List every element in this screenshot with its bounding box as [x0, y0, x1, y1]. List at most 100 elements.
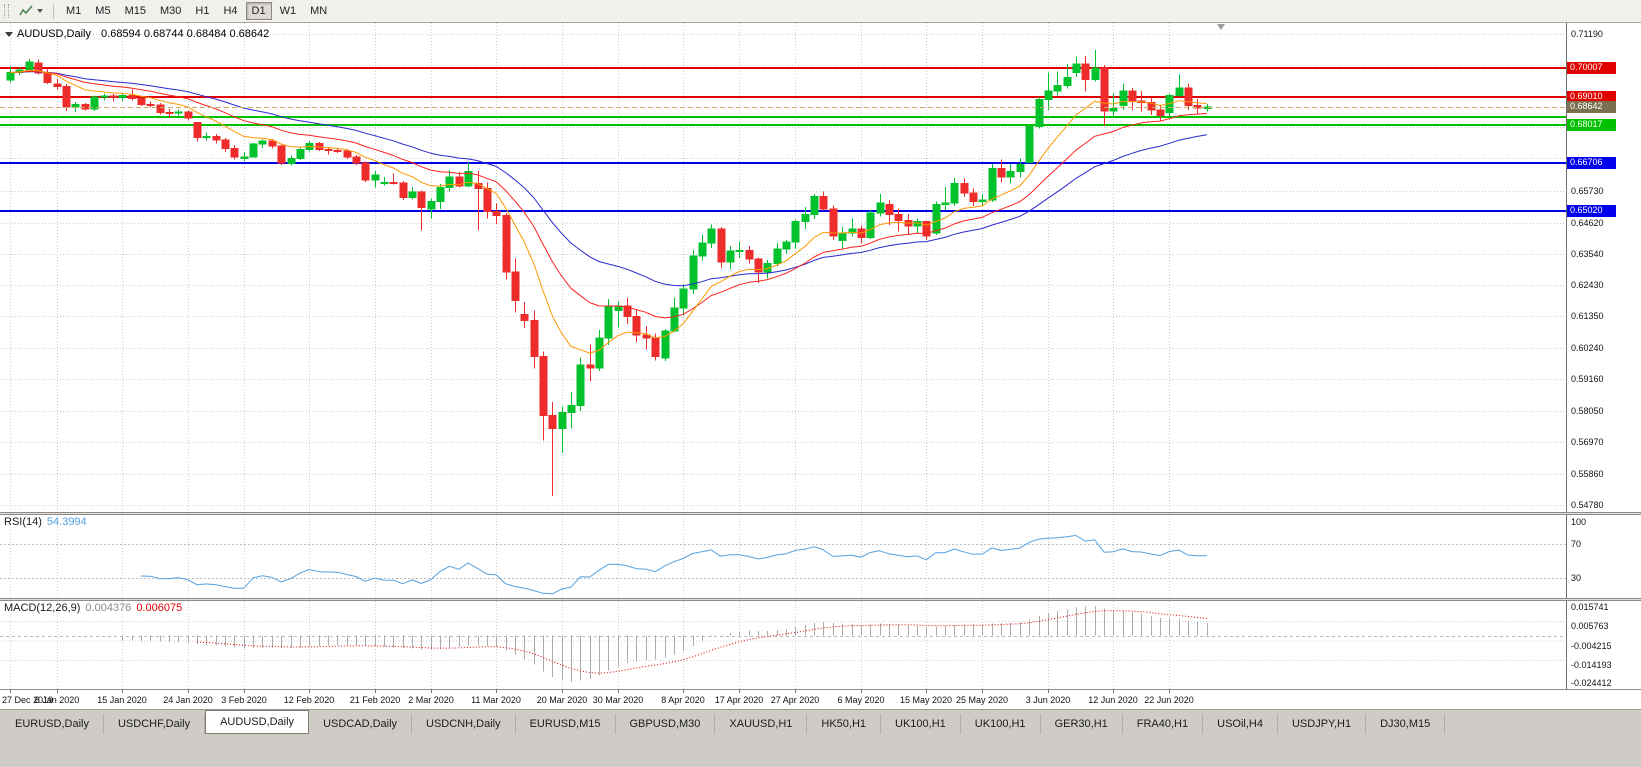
- chart-tab-fra40-h1[interactable]: FRA40,H1: [1123, 714, 1204, 734]
- rsi-plot[interactable]: [0, 515, 1566, 598]
- time-tick-mark: [57, 690, 58, 693]
- period-button-m5[interactable]: M5: [89, 2, 116, 20]
- macd-axis-label: -0.014193: [1571, 660, 1612, 670]
- period-button-m30[interactable]: M30: [154, 2, 187, 20]
- horizontal-lines[interactable]: [0, 67, 1566, 212]
- panel-divider[interactable]: [0, 512, 1641, 515]
- chart-tab-eurusd-daily[interactable]: EURUSD,Daily: [1, 714, 104, 734]
- chart-tab-usdcnh-daily[interactable]: USDCNH,Daily: [412, 714, 516, 734]
- time-tick-mark: [309, 690, 310, 693]
- date-tick-label: 2 Mar 2020: [408, 695, 454, 705]
- symbol-period-label: AUDUSD,Daily: [17, 28, 91, 40]
- date-tick-label: 30 Mar 2020: [592, 695, 644, 705]
- date-tick-label: 11 Mar 2020: [471, 695, 521, 705]
- time-tick-mark: [982, 690, 983, 693]
- time-tick-mark: [739, 690, 740, 693]
- macd-panel[interactable]: MACD(12,26,9) 0.004376 0.006075: [0, 601, 1566, 689]
- macd-grid: [0, 601, 1566, 689]
- chart-tab-usdjpy-h1[interactable]: USDJPY,H1: [1278, 714, 1367, 734]
- price-tick-label: 0.62430: [1571, 280, 1604, 291]
- main-chart-panel[interactable]: AUDUSD,Daily 0.68594 0.68744 0.68484 0.6…: [0, 23, 1566, 512]
- chart-tab-hk50-h1[interactable]: HK50,H1: [807, 714, 882, 734]
- chart-tab-uk100-h1[interactable]: UK100,H1: [881, 714, 961, 734]
- price-tick-label: 0.71190: [1571, 29, 1603, 39]
- time-tick-mark: [1048, 690, 1049, 693]
- date-tick-label: 12 Jun 2020: [1088, 695, 1138, 705]
- date-tick-label: 24 Jan 2020: [163, 695, 213, 705]
- rsi-line: [140, 535, 1207, 595]
- time-tick-mark: [496, 690, 497, 693]
- macd-histogram: [122, 606, 1208, 682]
- time-tick-mark: [926, 690, 927, 693]
- rsi-name: RSI(14): [4, 516, 42, 528]
- chart-shift-marker-icon[interactable]: [1217, 24, 1225, 30]
- date-tick-label: 8 Apr 2020: [661, 695, 705, 705]
- date-tick-label: 17 Apr 2020: [714, 695, 764, 705]
- rsi-label: RSI(14) 54.3994: [4, 516, 92, 528]
- toolbar-grip-handle[interactable]: [4, 4, 9, 18]
- period-button-mn[interactable]: MN: [304, 2, 333, 20]
- price-tick-label: 0.64620: [1571, 217, 1604, 228]
- panel-divider[interactable]: [0, 598, 1641, 601]
- macd-plot[interactable]: [0, 601, 1566, 689]
- period-button-m15[interactable]: M15: [119, 2, 152, 20]
- chart-tab-usoil-h4[interactable]: USOil,H4: [1203, 714, 1278, 734]
- ohlc-values: 0.68594 0.68744 0.68484 0.68642: [101, 28, 270, 40]
- price-tick-label: 0.58050: [1571, 406, 1604, 417]
- date-tick-label: 15 May 2020: [899, 695, 953, 705]
- rsi-panel[interactable]: RSI(14) 54.3994: [0, 515, 1566, 598]
- price-tick-label: 0.59160: [1571, 374, 1604, 385]
- period-button-h1[interactable]: H1: [189, 2, 215, 20]
- price-tick-label: 0.56970: [1571, 437, 1604, 448]
- chart-tab-eurusd-m15[interactable]: EURUSD,M15: [516, 714, 616, 734]
- chart-tabs-bar: EURUSD,Daily USDCHF,Daily AUDUSD,Daily USDC…: [0, 709, 1641, 734]
- period-button-d1[interactable]: D1: [245, 2, 272, 20]
- time-tick-mark: [861, 690, 862, 693]
- chart-tab-dj30-m15[interactable]: DJ30,M15: [1366, 714, 1446, 734]
- time-tick-mark: [431, 690, 432, 693]
- hline-price-badge: 0.66706: [1567, 156, 1616, 169]
- period-button-h4[interactable]: H4: [217, 2, 243, 20]
- time-tick-mark: [10, 690, 11, 693]
- chart-tab-ger30-h1[interactable]: GER30,H1: [1041, 714, 1123, 734]
- macd-axis-label: 0.015741: [1571, 602, 1609, 612]
- time-tick-mark: [795, 690, 796, 693]
- macd-main-value: 0.004376: [85, 602, 132, 614]
- candles-group: [6, 49, 1212, 496]
- time-tick-mark: [683, 690, 684, 693]
- date-tick-label: 27 Apr 2020: [770, 695, 820, 705]
- chart-zigzag-icon: [19, 5, 33, 16]
- date-tick-label: 6 May 2020: [837, 695, 885, 705]
- macd-axis-label: -0.004215: [1571, 640, 1612, 651]
- one-click-trading-arrow-icon[interactable]: [5, 32, 13, 37]
- period-button-w1[interactable]: W1: [274, 2, 303, 20]
- rsi-axis-label: 30: [1571, 572, 1582, 583]
- chart-tab-gbpusd-m30[interactable]: GBPUSD,M30: [616, 714, 716, 734]
- time-tick-mark: [188, 690, 189, 693]
- chart-tab-usdchf-daily[interactable]: USDCHF,Daily: [104, 714, 206, 734]
- price-tick-label: 0.63540: [1571, 248, 1604, 259]
- chart-tab-uk100-h1[interactable]: UK100,H1: [961, 714, 1041, 734]
- macd-signal-line: [196, 610, 1207, 674]
- moving-averages: [9, 69, 1207, 354]
- timeframe-buttons: M1 M5 M15 M30 H1 H4 D1 W1 MN: [59, 2, 334, 20]
- price-axis[interactable]: 0.71190 0.65730 0.64620 0.63540 0.62430 0.613…: [1566, 23, 1641, 689]
- date-tick-label: 3 Feb 2020: [221, 695, 267, 705]
- time-tick-mark: [244, 690, 245, 693]
- period-button-m1[interactable]: M1: [60, 2, 87, 20]
- rsi-grid: [10, 515, 1170, 598]
- price-tick-label: 0.54780: [1571, 500, 1604, 510]
- hline-price-badge: 0.65020: [1567, 205, 1616, 218]
- chart-mode-dropdown[interactable]: [14, 2, 48, 21]
- time-tick-mark: [1169, 690, 1170, 693]
- chart-tab-audusd-daily[interactable]: AUDUSD,Daily: [205, 710, 310, 734]
- periods-toolbar: M1 M5 M15 M30 H1 H4 D1 W1 MN: [0, 0, 1641, 23]
- price-tick-label: 0.65730: [1571, 185, 1604, 196]
- chevron-down-icon: [37, 9, 43, 13]
- chart-tab-xauusd-h1[interactable]: XAUUSD,H1: [715, 714, 808, 734]
- price-tick-label: 0.61350: [1571, 311, 1604, 322]
- candlestick-chart[interactable]: [0, 23, 1566, 512]
- chart-tab-usdcad-daily[interactable]: USDCAD,Daily: [309, 714, 413, 734]
- time-axis[interactable]: 27 Dec 2019 6 Jan 2020 15 Jan 2020 24 Jan 2…: [0, 689, 1641, 709]
- price-tick-label: 0.60240: [1571, 343, 1604, 354]
